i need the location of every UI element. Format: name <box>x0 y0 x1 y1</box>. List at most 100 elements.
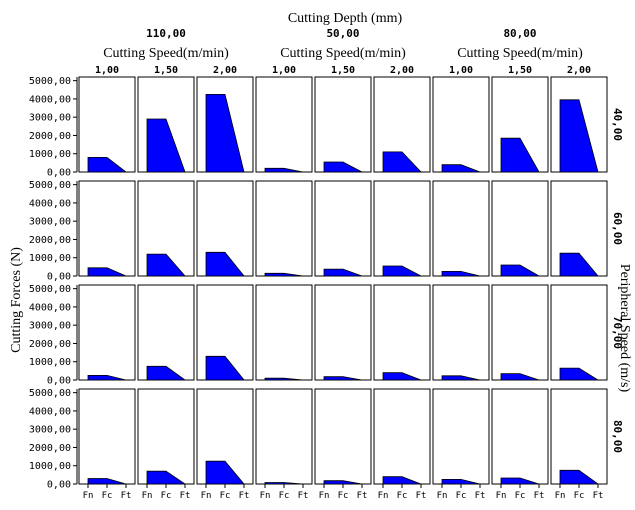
force-area <box>500 264 541 277</box>
panel-frame <box>432 388 490 485</box>
cutting-depth-label: 80,00 <box>503 27 536 40</box>
x-tick-label: Fc <box>220 491 231 501</box>
panel-frame <box>491 388 549 485</box>
x-tick-label: Fc <box>397 491 408 501</box>
panel-frame <box>491 284 549 381</box>
y-tick-label: 1000,00 <box>29 149 71 160</box>
x-tick-label: Ft <box>593 491 604 501</box>
peripheral-speed-label: 60,00 <box>611 212 624 245</box>
force-area <box>323 376 363 381</box>
cutting-speed-heading: Cutting Speed(m/min) <box>280 46 406 61</box>
force-area <box>382 265 422 277</box>
force-area <box>500 373 540 381</box>
panel-frame <box>314 180 372 277</box>
cutting-speed-label: 1,50 <box>154 65 178 76</box>
cutting-speed-label: 1,50 <box>508 65 532 76</box>
force-area <box>146 365 187 381</box>
panel-frame <box>137 284 195 381</box>
cutting-speed-label: 1,50 <box>331 65 355 76</box>
panel-frame <box>78 388 136 485</box>
x-tick-label: Fc <box>279 491 290 501</box>
chart-title: Cutting Depth (mm) <box>288 11 403 26</box>
panel-frame <box>78 180 136 277</box>
cutting-speed-heading: Cutting Speed(m/min) <box>103 46 229 61</box>
x-tick-label: Ft <box>475 491 486 501</box>
panel-frame <box>314 76 372 173</box>
force-area <box>559 469 600 485</box>
panel-frame <box>314 388 372 485</box>
x-tick-label: Ft <box>357 491 368 501</box>
force-area <box>500 477 540 485</box>
y-tick-label: 5000,00 <box>29 76 71 87</box>
y-tick-label: 3000,00 <box>29 321 71 332</box>
force-area <box>264 482 304 485</box>
x-tick-label: Fc <box>338 491 349 501</box>
x-tick-label: Ft <box>239 491 250 501</box>
panel-frame <box>78 284 136 381</box>
cutting-depth-label: 50,00 <box>326 27 359 40</box>
panel-frame <box>432 284 490 381</box>
cutting-speed-label: 2,00 <box>390 65 414 76</box>
force-area <box>382 476 422 485</box>
x-tick-label: Fn <box>260 491 271 501</box>
force-area <box>205 94 245 173</box>
y-tick-label: 1000,00 <box>29 357 71 368</box>
cutting-speed-label: 1,00 <box>272 65 296 76</box>
x-tick-label: Ft <box>534 491 545 501</box>
force-area <box>382 151 422 173</box>
row-axis-label: Peripheral Speed (m/s) <box>617 264 632 393</box>
y-tick-label: 0,00 <box>47 168 71 179</box>
peripheral-speed-label: 40,00 <box>611 108 624 141</box>
y-tick-label: 2000,00 <box>29 235 71 246</box>
panel-frame <box>373 180 431 277</box>
panel-frame <box>432 180 490 277</box>
y-tick-label: 2000,00 <box>29 131 71 142</box>
y-tick-label: 4000,00 <box>29 94 71 105</box>
x-tick-label: Ft <box>180 491 191 501</box>
x-tick-label: Fc <box>515 491 526 501</box>
y-tick-label: 1000,00 <box>29 253 71 264</box>
cutting-depth-label: 110,00 <box>146 27 186 40</box>
x-tick-label: Fn <box>378 491 389 501</box>
panel-frame <box>255 284 313 381</box>
peripheral-speed-label: 70,00 <box>611 316 624 349</box>
panel-frame <box>255 76 313 173</box>
force-area <box>441 479 481 485</box>
y-tick-label: 4000,00 <box>29 198 71 209</box>
x-tick-label: Fn <box>319 491 330 501</box>
x-tick-label: Fc <box>102 491 113 501</box>
panel-frame <box>137 388 195 485</box>
x-tick-label: Fn <box>496 491 507 501</box>
cutting-speed-label: 2,00 <box>567 65 591 76</box>
force-area <box>264 167 304 173</box>
force-area <box>87 267 127 277</box>
panel-frame <box>373 388 431 485</box>
x-tick-label: Ft <box>416 491 427 501</box>
panel-frame <box>432 76 490 173</box>
y-tick-label: 5000,00 <box>29 180 71 191</box>
force-area <box>441 164 481 173</box>
force-area <box>205 355 245 381</box>
force-area <box>323 268 363 277</box>
cutting-speed-heading: Cutting Speed(m/min) <box>457 46 583 61</box>
force-area <box>323 480 363 485</box>
y-tick-label: 3000,00 <box>29 217 71 228</box>
force-area <box>87 157 128 173</box>
panel-frame <box>550 388 608 485</box>
x-tick-label: Fn <box>555 491 566 501</box>
x-tick-label: Fc <box>161 491 172 501</box>
y-tick-label: 0,00 <box>47 376 71 387</box>
cutting-speed-label: 1,00 <box>449 65 473 76</box>
y-tick-label: 2000,00 <box>29 339 71 350</box>
force-area <box>264 377 304 381</box>
panel-frame <box>373 284 431 381</box>
force-area <box>146 470 187 485</box>
cutting-speed-label: 1,00 <box>95 65 119 76</box>
panel-frame <box>255 180 313 277</box>
panel-frame <box>255 388 313 485</box>
x-tick-label: Fn <box>83 491 94 501</box>
panel-frame <box>78 76 136 173</box>
force-area <box>500 137 540 173</box>
y-tick-label: 3000,00 <box>29 425 71 436</box>
x-tick-label: Fn <box>437 491 448 501</box>
